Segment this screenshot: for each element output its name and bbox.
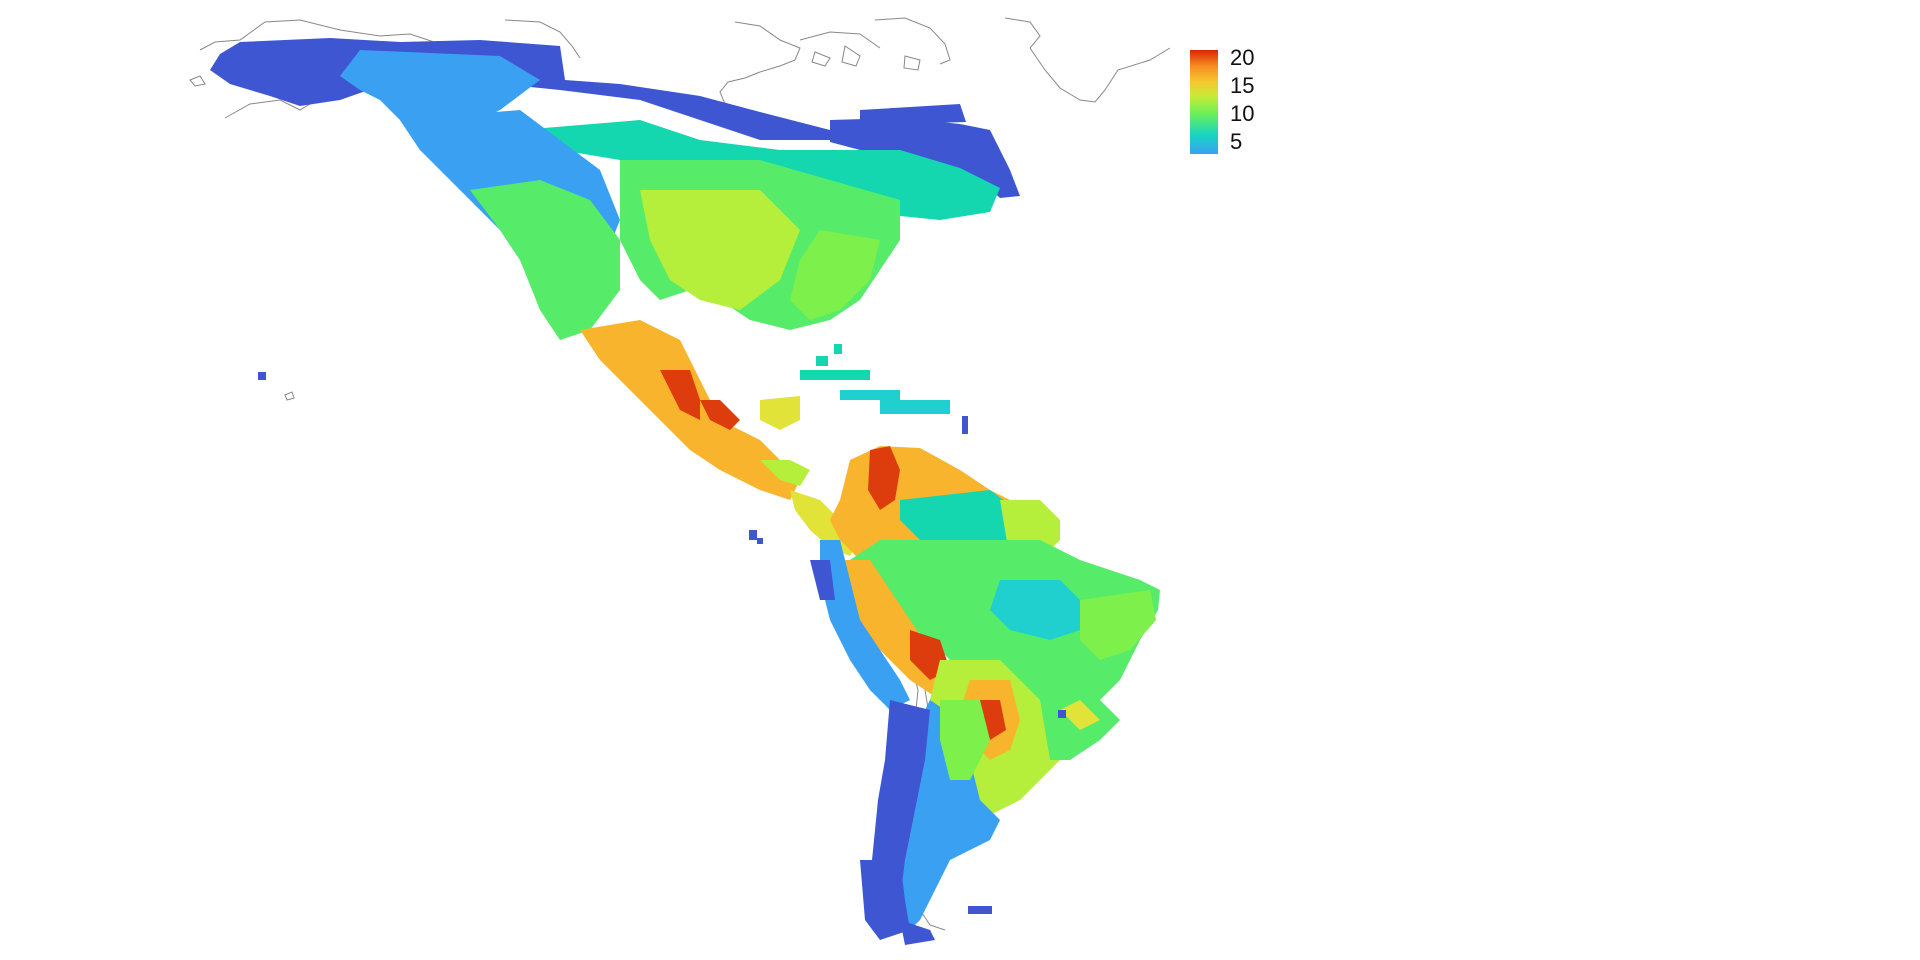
legend-label-5: 5: [1230, 129, 1243, 154]
sierra-madre: [660, 370, 700, 420]
galapagos-2: [757, 538, 763, 544]
colombia-andes: [868, 446, 900, 510]
galapagos-coast: [810, 560, 835, 600]
brazil-islet: [1058, 710, 1066, 718]
galapagos-1: [749, 530, 757, 540]
pacific-coast-north: [820, 540, 910, 710]
lesser-antilles: [962, 416, 968, 434]
puerto-rico-area: [880, 400, 950, 414]
cuba: [800, 370, 870, 380]
boreal-west: [340, 50, 540, 150]
legend-label-10: 10: [1230, 101, 1255, 126]
venezuela-llanos: [900, 490, 1030, 548]
falklands: [968, 906, 992, 914]
central-us: [640, 190, 800, 310]
southern-mexico: [700, 400, 740, 430]
hudson-edge: [830, 104, 966, 124]
hispaniola: [840, 390, 900, 400]
guatemala: [760, 460, 810, 486]
bahamas-1: [816, 356, 828, 366]
central-amazon: [990, 580, 1080, 640]
appalachians: [790, 230, 880, 320]
patagonia-south: [860, 860, 910, 940]
tierra-del-fuego: [900, 920, 935, 945]
yucatan: [760, 396, 800, 430]
legend-label-20: 20: [1230, 45, 1255, 70]
legend-label-15: 15: [1230, 73, 1255, 98]
northeast-brazil: [1080, 590, 1156, 660]
color-legend: 20 15 10 5: [1190, 45, 1310, 160]
hawaii: [258, 372, 266, 380]
richness-raster: [210, 38, 1160, 945]
rockies: [470, 180, 620, 340]
boreal-east: [780, 150, 1000, 220]
bahamas-2: [834, 344, 842, 354]
argentina-central: [940, 700, 990, 780]
sao-paulo: [1060, 700, 1100, 730]
legend-color-bar: [1190, 50, 1218, 154]
